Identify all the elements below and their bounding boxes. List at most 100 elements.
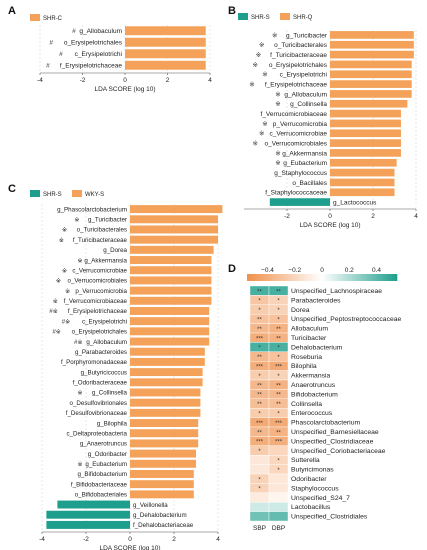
bar [130,368,203,377]
heatmap-row-label: Enterococcus [291,410,333,417]
bar-label: f_Bifidobacteriaceae [71,481,128,488]
bar [130,490,194,499]
legend-swatch [30,190,40,197]
significance-mark: #※ [52,329,61,336]
bar [130,337,210,346]
bar-label: f_Verrucomicrobiaceae [261,111,328,118]
bar [130,439,199,448]
colorbar-segment [334,274,338,281]
bar [130,306,210,315]
significance-mark: ※ [275,91,281,98]
significance-stars: * [258,308,261,314]
bar [130,296,212,305]
colorbar-tick-label: −0.4 [261,267,274,274]
bar [130,388,201,397]
bar [130,429,199,438]
bar-label: g_Butyricicoccus [81,369,127,376]
bar [330,50,414,59]
bar-label: c_Erysipelotrichi [75,51,122,58]
bar-label: o_Erysipelotrichales [64,40,123,47]
legend-label: SHR-S [43,192,62,198]
bar [130,225,218,234]
bar-label: f_Staphylococcaceae [265,190,327,197]
significance-mark: ※ [259,42,265,49]
legend-swatch [30,14,40,21]
significance-stars: ** [276,430,281,436]
significance-stars: * [258,412,261,418]
colorbar-segment [297,274,300,281]
panel-letter-c: C [8,183,16,195]
panel-letter-a: A [8,5,16,17]
significance-stars: * [277,374,280,380]
bar-label: f_Erysipelotrichaceae [60,63,123,70]
heatmap-row-label: Unspecified_Barnesiellaceae [291,429,379,436]
bar [130,378,203,387]
significance-stars: ** [276,383,281,389]
bar-label: g_Parabacteroides [75,349,127,356]
heatmap-row-label: Dehalobacterium [291,344,343,351]
panel-letter-d: D [228,263,236,275]
bar [125,26,206,36]
significance-stars: * [258,449,261,455]
bar [130,266,212,275]
colorbar-segment [247,274,250,281]
heatmap-row-label: Unspecified_Clostridiaceae [291,438,374,445]
bar-label: c_Erysipelotrichi [82,318,127,325]
bar-label: o_Turicibacterales [77,227,127,234]
colorbar-segment [367,274,370,281]
bar [125,37,206,47]
colorbar-segment [382,274,385,281]
significance-stars: *** [256,421,264,427]
significance-stars: ** [257,327,262,333]
significance-stars: * [277,355,280,361]
colorbar-segment [249,274,253,281]
significance-stars: ** [257,318,262,324]
significance-mark: ※ [78,390,83,397]
significance-mark: ※ [253,140,259,147]
colorbar-tick-label: −0.2 [288,267,301,274]
heatmap-cell [268,445,289,456]
heatmap-row-label: Unspecified_Coriobacteriaceae [291,448,386,455]
heatmap-cell [249,492,270,503]
colorbar-segment [324,274,328,281]
heatmap-cell [268,492,289,503]
significance-mark: ※ [256,52,262,59]
x-tick-label: -2 [80,77,86,84]
bar-label: g_Dehalobacterium [133,512,187,519]
bar [125,49,206,59]
x-tick-label: 4 [216,536,220,543]
bar-label: g_Collinsella [92,390,128,397]
colorbar-segment [254,274,258,281]
bar [330,99,408,108]
bar-label: g_Dorea [103,247,127,254]
colorbar-segment [292,274,295,281]
x-tick-label: -2 [284,213,290,220]
heatmap-row-label: Turicibacter [291,335,327,342]
significance-stars: ** [257,402,262,408]
heatmap-row-label: Collinsella [291,401,322,408]
colorbar-segment [274,274,278,281]
bar-label: g_Eubacterium [85,461,127,468]
heatmap-row-label: Anaerotruncus [291,382,336,389]
colorbar-segment [384,274,388,281]
significance-stars: * [258,487,261,493]
significance-mark: ※ [249,81,255,88]
bar [130,357,205,366]
heatmap-row-label: Bifidobacterium [291,391,338,398]
bar-label: g_Bilophila [97,420,128,427]
bar-label: o_Erysipelotrichales [72,329,127,336]
bar-label: o_Desulfovibrionales [70,400,127,407]
bar [330,178,395,187]
bar-label: o_Verrucomicrobiales [264,140,327,147]
bar [125,60,206,70]
colorbar-segment [279,274,283,281]
colorbar-segment [262,274,265,281]
bar [330,129,401,138]
bar [330,31,414,39]
x-tick-label: 0 [128,536,132,543]
significance-stars: * [277,468,280,474]
x-tick-label: -4 [37,77,43,84]
colorbar-segment [364,274,368,281]
significance-stars: ** [257,355,262,361]
